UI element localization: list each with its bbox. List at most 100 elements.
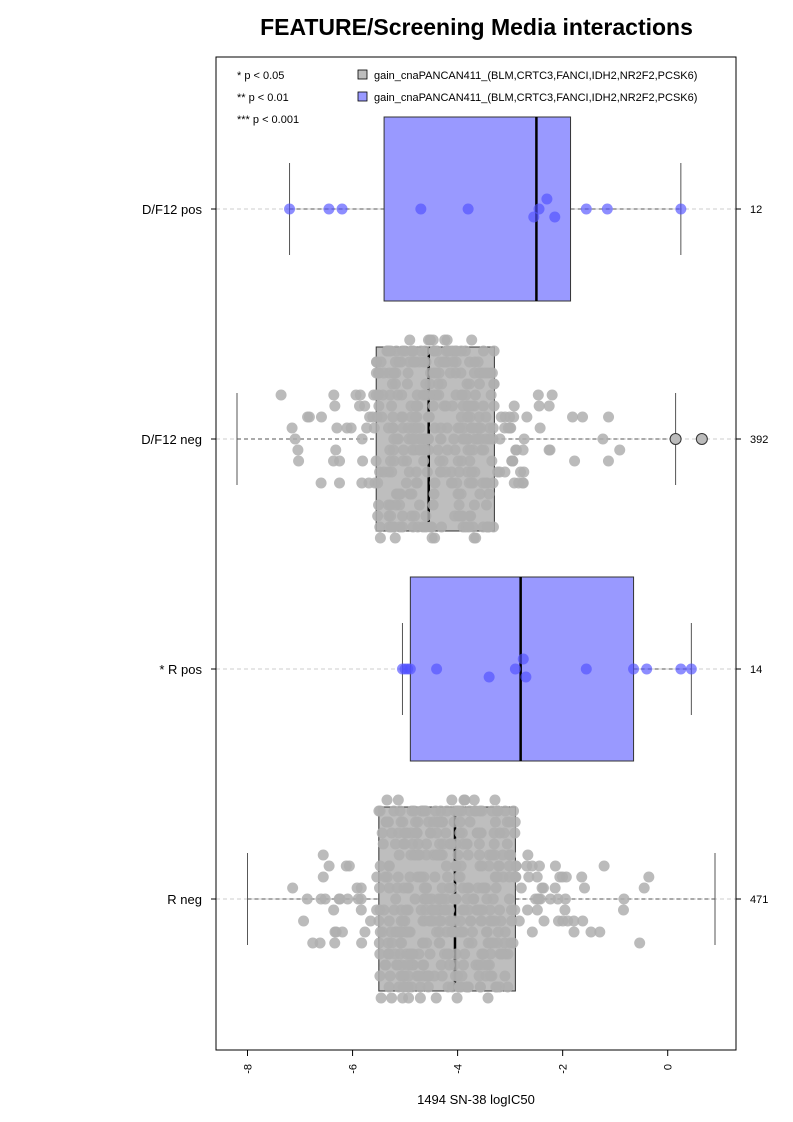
data-point xyxy=(451,992,463,1004)
data-point xyxy=(424,378,436,390)
data-point xyxy=(452,488,464,500)
data-point xyxy=(431,663,443,675)
data-point xyxy=(385,926,397,938)
data-point xyxy=(528,211,540,223)
data-point xyxy=(490,871,502,883)
data-point xyxy=(397,981,409,993)
data-point xyxy=(453,499,465,511)
data-point xyxy=(413,499,425,511)
outlier-point xyxy=(695,433,708,445)
data-point xyxy=(389,838,401,850)
data-point xyxy=(435,959,447,971)
data-point xyxy=(499,937,511,949)
data-point xyxy=(464,455,476,467)
data-point xyxy=(382,499,394,511)
data-point xyxy=(509,827,521,839)
data-point xyxy=(482,992,494,1004)
data-point xyxy=(331,422,343,434)
data-point xyxy=(477,400,489,412)
data-point xyxy=(483,860,495,872)
data-point xyxy=(389,356,401,368)
data-point xyxy=(486,455,498,467)
data-point xyxy=(465,477,477,489)
data-point xyxy=(429,871,441,883)
data-point xyxy=(488,378,500,390)
data-point xyxy=(476,948,488,960)
data-point xyxy=(439,904,451,916)
data-point xyxy=(433,389,445,401)
data-point xyxy=(523,871,535,883)
data-point xyxy=(390,893,402,905)
data-point xyxy=(643,871,655,883)
data-point xyxy=(323,203,335,215)
data-point xyxy=(400,477,412,489)
data-point xyxy=(515,882,527,894)
count-label: 392 xyxy=(750,434,768,446)
data-point xyxy=(442,981,454,993)
data-point xyxy=(436,970,448,982)
data-point xyxy=(381,871,393,883)
data-point xyxy=(417,937,429,949)
data-point xyxy=(465,466,477,478)
data-point xyxy=(386,400,398,412)
data-point xyxy=(544,893,556,905)
data-point xyxy=(489,849,501,861)
data-point xyxy=(488,838,500,850)
data-point xyxy=(455,510,467,522)
data-point xyxy=(493,981,505,993)
data-point xyxy=(457,959,469,971)
data-point xyxy=(452,849,464,861)
data-point xyxy=(484,422,496,434)
data-point xyxy=(455,411,467,423)
data-point xyxy=(409,893,421,905)
data-point xyxy=(415,444,427,456)
data-point xyxy=(499,970,511,982)
data-point xyxy=(502,981,514,993)
data-point xyxy=(473,970,485,982)
data-point xyxy=(388,455,400,467)
data-point xyxy=(618,893,630,905)
data-point xyxy=(499,411,511,423)
data-point xyxy=(386,466,398,478)
x-axis-label: 1494 SN-38 logIC50 xyxy=(417,1092,535,1107)
data-point xyxy=(486,367,498,379)
data-point xyxy=(393,849,405,861)
data-point xyxy=(494,466,506,478)
data-point xyxy=(444,915,456,927)
data-point xyxy=(410,466,422,478)
data-point xyxy=(466,926,478,938)
data-point xyxy=(298,915,310,927)
data-point xyxy=(406,488,418,500)
data-point xyxy=(493,860,505,872)
data-point xyxy=(471,827,483,839)
data-point xyxy=(634,937,646,949)
data-point xyxy=(549,860,561,872)
data-point xyxy=(359,400,371,412)
sig-legend-1: * p < 0.05 xyxy=(237,70,284,82)
data-point xyxy=(397,455,409,467)
data-point xyxy=(389,378,401,390)
data-point xyxy=(494,433,506,445)
data-point xyxy=(453,466,465,478)
data-point xyxy=(371,871,383,883)
data-point xyxy=(355,904,367,916)
data-point xyxy=(544,444,556,456)
data-point xyxy=(474,488,486,500)
data-point xyxy=(546,389,558,401)
data-point xyxy=(457,926,469,938)
data-point xyxy=(467,893,479,905)
data-point xyxy=(292,444,304,456)
data-point xyxy=(603,411,615,423)
data-point xyxy=(430,992,442,1004)
data-point xyxy=(478,345,490,357)
data-point xyxy=(420,904,432,916)
data-point xyxy=(384,389,396,401)
data-point xyxy=(420,805,432,817)
data-point xyxy=(450,893,462,905)
data-point xyxy=(403,992,415,1004)
data-point xyxy=(498,827,510,839)
data-point xyxy=(466,334,478,346)
data-point xyxy=(513,915,525,927)
data-point xyxy=(383,915,395,927)
data-point xyxy=(397,345,409,357)
